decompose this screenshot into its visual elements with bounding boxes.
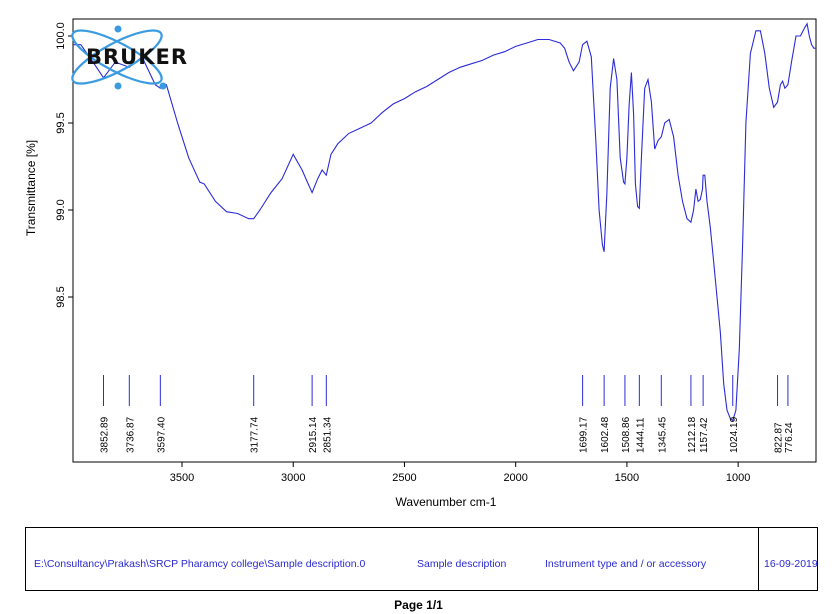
page-number: Page 1/1 xyxy=(394,598,443,612)
x-tick-label: 2000 xyxy=(503,472,527,484)
peak-label: 3177.74 xyxy=(250,416,261,453)
peak-label: 1157.42 xyxy=(699,417,710,453)
report-footer-table: E:\Consultancy\Prakash\SRCP Pharamcy col… xyxy=(25,527,818,591)
x-tick-label: 2500 xyxy=(392,472,416,484)
y-axis-label: Transmittance [%] xyxy=(24,140,38,236)
peak-label: 1212.18 xyxy=(687,416,698,453)
peak-label: 3852.89 xyxy=(100,416,111,453)
spectrum-line xyxy=(73,22,816,422)
footer-sample-description: Sample description xyxy=(417,558,507,570)
x-axis-label: Wavenumber cm-1 xyxy=(396,495,497,509)
x-tick-label: 1000 xyxy=(726,472,750,484)
y-tick-label: 99.0 xyxy=(55,199,67,220)
bruker-logo-text: BRUKER xyxy=(86,45,188,69)
footer-date: 16-09-2019 xyxy=(764,558,818,570)
peak-label: 2851.34 xyxy=(322,416,333,453)
x-tick-label: 3500 xyxy=(170,472,194,484)
bruker-logo: BRUKER xyxy=(71,25,188,90)
y-tick-label: 99.5 xyxy=(55,112,67,133)
footer-instrument: Instrument type and / or accessory xyxy=(545,558,707,570)
x-tick-label: 1500 xyxy=(615,472,639,484)
footer-divider xyxy=(758,528,759,590)
peak-label: 776.24 xyxy=(784,422,795,453)
peak-label: 822.87 xyxy=(774,422,785,453)
y-tick-label: 98.5 xyxy=(55,286,67,307)
peak-label: 3736.87 xyxy=(125,416,136,453)
peak-label: 1444.11 xyxy=(635,417,646,453)
peak-label: 1699.17 xyxy=(579,416,590,453)
footer-file-path: E:\Consultancy\Prakash\SRCP Pharamcy col… xyxy=(34,558,366,570)
plot-frame xyxy=(72,18,817,463)
ir-spectrum-chart: 98.5 99.0 99.5 100.0 3500 3000 2500 2000 1500 100… xyxy=(24,18,817,509)
peak-label: 1024.19 xyxy=(729,416,740,453)
peak-label: 2915.14 xyxy=(308,416,319,453)
peak-label: 1508.86 xyxy=(621,416,632,453)
x-tick-label: 3000 xyxy=(281,472,305,484)
peak-label: 3597.40 xyxy=(156,416,167,453)
peak-label: 1602.48 xyxy=(600,416,611,453)
y-tick-label: 100.0 xyxy=(55,22,67,50)
peak-label: 1345.45 xyxy=(657,416,668,453)
